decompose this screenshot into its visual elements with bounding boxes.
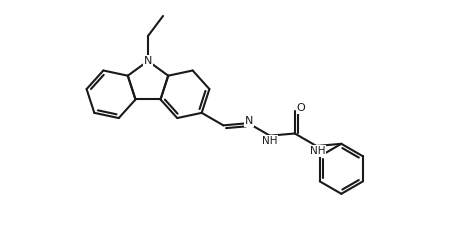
Text: N: N — [144, 56, 152, 66]
Text: NH: NH — [262, 136, 278, 146]
Text: NH: NH — [310, 146, 325, 156]
Text: N: N — [245, 116, 253, 126]
Text: O: O — [297, 103, 305, 113]
